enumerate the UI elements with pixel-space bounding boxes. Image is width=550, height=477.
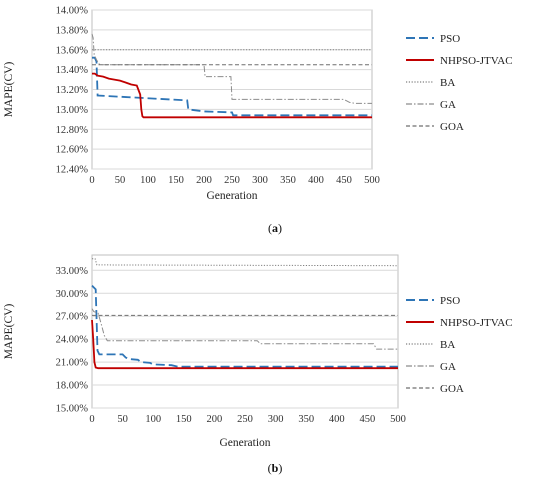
- legend: PSO NHPSO-JTVAC BA GA GOA: [406, 33, 513, 133]
- x-tick-label: 400: [329, 414, 345, 425]
- legend-label-ba: BA: [440, 339, 455, 351]
- panel-caption: (b): [268, 461, 283, 475]
- x-tick-label: 400: [308, 175, 324, 186]
- y-tick-label: 33.00%: [56, 266, 89, 277]
- y-tick-label: 13.40%: [56, 65, 89, 76]
- y-tick-label: 13.60%: [56, 45, 89, 56]
- legend-label-goa: GOA: [440, 383, 464, 395]
- x-tick-label: 200: [207, 414, 223, 425]
- x-tick-label: 150: [168, 175, 184, 186]
- x-tick-label: 50: [117, 414, 128, 425]
- x-tick-label: 100: [145, 414, 161, 425]
- x-axis-title: Generation: [219, 437, 270, 449]
- x-tick-label: 150: [176, 414, 192, 425]
- series-line-nhpso-jtvac: [92, 72, 372, 119]
- legend-label-ga: GA: [440, 361, 456, 373]
- x-tick-label: 0: [89, 414, 94, 425]
- series-line-ga: [91, 33, 372, 104]
- legend-label-nhpso-jtvac: NHPSO-JTVAC: [440, 55, 513, 67]
- x-tick-label: 100: [140, 175, 156, 186]
- series-line-ba: [92, 258, 399, 267]
- y-tick-label: 18.00%: [56, 381, 89, 392]
- series-line-pso: [91, 284, 398, 368]
- chart-b: 15.00% 18.00% 21.00% 24.00% 27.00% 30.00% 33.0…: [3, 254, 513, 475]
- y-tick-label: 21.00%: [56, 358, 89, 369]
- x-tick-label: 250: [224, 175, 240, 186]
- legend-label-nhpso-jtvac: NHPSO-JTVAC: [440, 317, 513, 329]
- y-tick-label: 14.00%: [56, 6, 89, 17]
- x-tick-label: 500: [364, 175, 380, 186]
- x-tick-label: 0: [89, 175, 94, 186]
- series-line-pso: [92, 56, 372, 117]
- y-tick-label: 13.20%: [56, 85, 89, 96]
- chart-a: 12.40% 12.60% 12.80% 13.00% 13.20% 13.40% 13.6…: [3, 6, 513, 236]
- x-tick-label: 450: [360, 414, 376, 425]
- x-tick-label: 200: [196, 175, 212, 186]
- series-line-ga: [91, 308, 398, 350]
- y-axis-title: MAPE(CV): [3, 304, 15, 360]
- x-tick-label: 300: [252, 175, 268, 186]
- x-tick-label: 50: [115, 175, 126, 186]
- x-tick-label: 250: [237, 414, 253, 425]
- legend-label-ga: GA: [440, 99, 456, 111]
- y-tick-label: 13.00%: [56, 105, 89, 116]
- legend-label-ba: BA: [440, 77, 455, 89]
- y-tick-label: 24.00%: [56, 335, 89, 346]
- panel-caption: (a): [268, 221, 282, 235]
- x-tick-label: 300: [268, 414, 284, 425]
- legend: PSO NHPSO-JTVAC BA GA GOA: [406, 295, 513, 395]
- y-tick-label: 12.40%: [56, 165, 89, 176]
- y-tick-label: 12.80%: [56, 125, 89, 136]
- series-line-nhpso-jtvac: [91, 319, 398, 370]
- y-tick-label: 30.00%: [56, 289, 89, 300]
- x-axis-title: Generation: [206, 190, 257, 202]
- y-tick-label: 15.00%: [56, 404, 89, 415]
- legend-label-goa: GOA: [440, 121, 464, 133]
- x-tick-label: 350: [298, 414, 314, 425]
- x-tick-label: 350: [280, 175, 296, 186]
- x-tick-label: 500: [390, 414, 406, 425]
- legend-label-pso: PSO: [440, 295, 460, 307]
- y-tick-label: 27.00%: [56, 312, 89, 323]
- legend-label-pso: PSO: [440, 33, 460, 45]
- y-axis-title: MAPE(CV): [3, 62, 15, 118]
- y-tick-label: 12.60%: [56, 145, 89, 156]
- y-tick-label: 13.80%: [56, 25, 89, 36]
- x-tick-label: 450: [336, 175, 352, 186]
